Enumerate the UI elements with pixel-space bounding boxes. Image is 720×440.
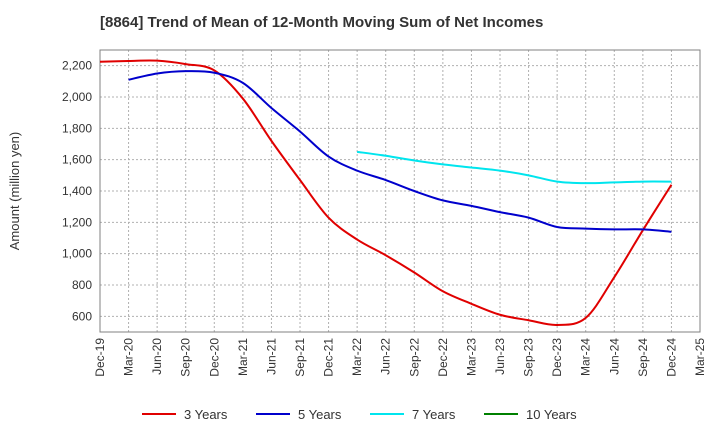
series-line-3-years [99, 59, 673, 326]
x-tick-label: Jun-22 [379, 338, 393, 375]
x-tick-label: Mar-22 [350, 338, 364, 376]
x-tick-label: Mar-21 [236, 338, 250, 376]
x-tick-label: Dec-24 [664, 338, 678, 377]
series-line-7-years [357, 150, 672, 185]
y-tick-label: 800 [72, 278, 92, 292]
x-tick-label: Jun-23 [493, 338, 507, 375]
x-tick-label: Sep-20 [179, 338, 193, 377]
x-tick-label: Sep-23 [522, 338, 536, 377]
y-tick-label: 600 [72, 309, 92, 323]
series-layer [99, 59, 673, 326]
x-tick-label: Dec-20 [207, 338, 221, 377]
chart-title: [8864] Trend of Mean of 12-Month Moving … [100, 14, 544, 31]
legend: 3 Years 5 Years 7 Years 10 Years [142, 407, 577, 422]
y-tick-label: 1,800 [62, 121, 92, 135]
y-tick-labels: 600 800 1,000 1,200 1,400 1,600 1,800 2,000 2,20… [62, 59, 92, 324]
x-tick-label: Jun-24 [607, 338, 621, 375]
x-tick-label: Dec-22 [436, 338, 450, 377]
x-tick-labels: Dec-19 Mar-20 Jun-20 Sep-20 Dec-20 Mar-21 Jun-… [93, 338, 707, 377]
x-tick-label: Sep-21 [293, 338, 307, 377]
legend-label-3-years: 3 Years [184, 407, 228, 422]
y-tick-label: 2,000 [62, 90, 92, 104]
plot-frame [99, 49, 701, 333]
x-tick-label: Sep-22 [407, 338, 421, 377]
legend-label-7-years: 7 Years [412, 407, 456, 422]
y-axis-title: Amount (million yen) [7, 132, 22, 251]
y-tick-label: 1,000 [62, 247, 92, 261]
x-tick-label: Dec-23 [550, 338, 564, 377]
x-tick-label: Mar-23 [464, 338, 478, 376]
series-line-5-years [128, 70, 672, 233]
grid-layer [99, 50, 701, 332]
y-tick-label: 1,200 [62, 215, 92, 229]
y-tick-label: 1,600 [62, 153, 92, 167]
x-tick-label: Jun-21 [264, 338, 278, 375]
x-tick-label: Mar-20 [122, 338, 136, 376]
legend-label-10-years: 10 Years [526, 407, 577, 422]
x-tick-label: Sep-24 [636, 338, 650, 377]
x-tick-label: Mar-24 [579, 338, 593, 376]
x-tick-label: Jun-20 [150, 338, 164, 375]
x-tick-label: Mar-25 [693, 338, 707, 376]
legend-label-5-years: 5 Years [298, 407, 342, 422]
x-tick-label: Dec-19 [93, 338, 107, 377]
x-tick-label: Dec-21 [322, 338, 336, 377]
y-tick-label: 1,400 [62, 184, 92, 198]
y-tick-label: 2,200 [62, 59, 92, 73]
